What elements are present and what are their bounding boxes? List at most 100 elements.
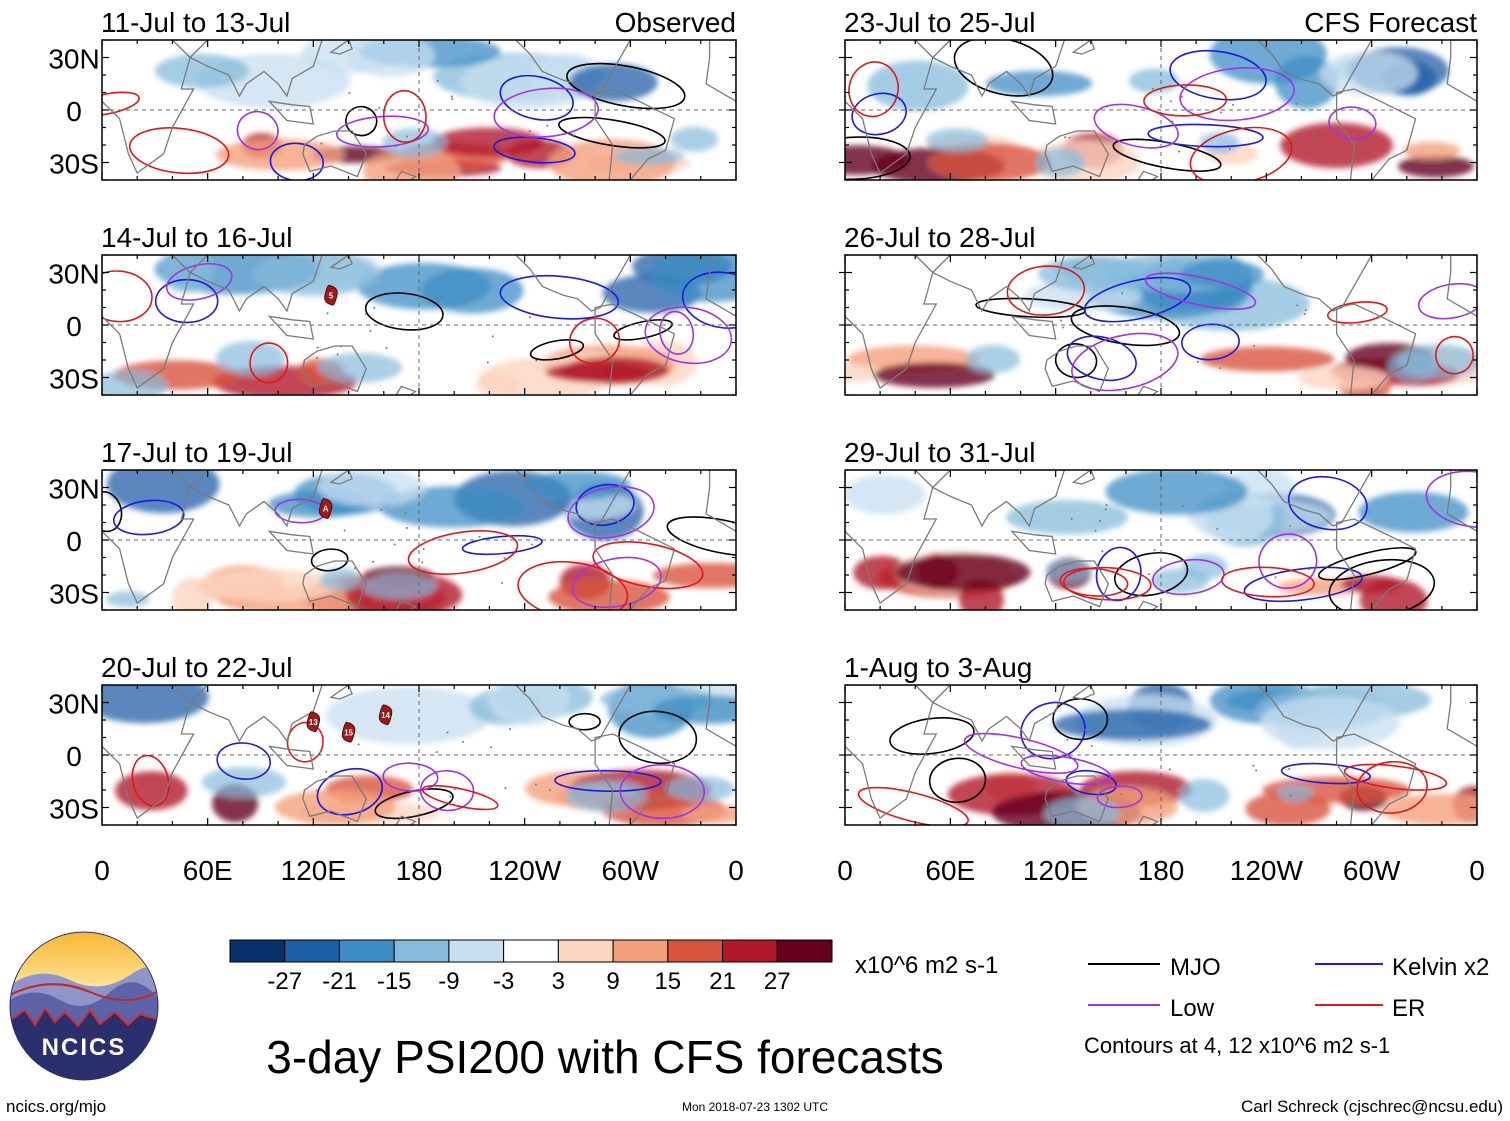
colorbar-swatch [722,939,778,963]
contour-low [1096,785,1143,809]
contour-er [592,541,704,590]
contour-er [128,127,230,175]
map-panel: 5 30N 0 30S 14-Jul to 16-Jul [48,222,737,396]
column-header: Observed [615,7,736,38]
contour-low [1328,106,1377,140]
x-tick-label: 120W [1230,855,1304,886]
contour-er [1327,301,1388,324]
footer-timestamp: Mon 2018-07-23 1302 UTC [682,1100,828,1114]
colorbar-tick-label: 27 [764,968,791,995]
contour-er [1143,84,1228,117]
contour-mjo [1317,547,1417,581]
contour-low [1425,470,1477,529]
x-tick-label: 120E [281,855,346,886]
coastlines [845,470,1477,610]
legend-label-kelvin: Kelvin x2 [1392,954,1489,981]
contour-kelvin-x2 [1181,323,1240,361]
contour-er [568,317,621,365]
contour-mjo [568,712,601,731]
contour-mjo [666,516,736,557]
y-tick-label: 30S [49,794,99,825]
footer-credit: Carl Schreck (cjschrec@ncsu.edu) [1241,1097,1503,1116]
panel-period-label: 17-Jul to 19-Jul [101,437,292,468]
map-panel: 30N 0 30S 11-Jul to 13-Jul Observed [48,7,737,181]
y-tick-label: 30N [48,474,99,505]
contour-kelvin-x2 [216,742,272,780]
storm-label: 14 [381,711,390,720]
coastlines [845,685,1477,825]
contour-mjo [618,710,698,765]
y-tick-label: 30S [49,364,99,395]
x-tick-label: 180 [1138,855,1185,886]
x-tick-label: 0 [94,855,110,886]
contour-er [102,270,153,323]
contour-low [382,762,439,792]
y-tick-label: 30N [48,259,99,290]
panel-period-label: 14-Jul to 16-Jul [101,222,292,253]
storm-marker: 15 [341,721,356,743]
axis-ticks [844,254,1478,396]
contour-kelvin-x2 [461,534,543,556]
storm-marker: 5 [324,284,338,306]
panel-period-label: 23-Jul to 25-Jul [844,7,1035,38]
x-tick-label: 180 [396,855,443,886]
legend-label-low: Low [1170,995,1215,1022]
contour-er [1059,567,1129,597]
colorbar-swatch [557,939,614,963]
contour-kelvin-x2 [1243,566,1363,603]
contour-mjo [1113,552,1189,597]
colorbar-swatch [229,939,286,963]
contour-er [1006,265,1086,316]
contour-lines [102,483,736,610]
storm-marker: 13 [306,711,321,733]
panel-period-label: 1-Aug to 3-Aug [844,652,1032,683]
contour-lines [975,265,1477,392]
x-tick-label: 60W [1343,855,1401,886]
contour-kelvin-x2 [1066,335,1137,382]
contour-mjo [558,116,666,149]
contour-mjo [889,717,975,755]
panel-period-label: 20-Jul to 22-Jul [101,652,292,683]
contour-kelvin-x2 [499,274,620,320]
contour-low [571,556,662,609]
colorbar-swatch [338,939,395,963]
contour-lines [857,697,1448,825]
contour-er [407,530,519,575]
panel-period-label: 29-Jul to 31-Jul [844,437,1035,468]
contour-low [1152,558,1225,596]
axis-ticks [101,39,737,181]
contour-er [517,561,629,610]
axis-ticks [101,254,737,396]
y-tick-label: 30N [48,44,99,75]
coastlines [102,685,736,825]
colorbar-tick-label: 15 [654,968,681,995]
contour-kelvin-x2 [1280,762,1371,785]
contour-er [102,91,140,117]
storm-label: 13 [309,718,318,727]
colorbar-tick-label: -9 [438,968,459,995]
colorbar-units: x10^6 m2 s-1 [855,952,998,979]
contour-kelvin-x2 [1147,123,1264,148]
colorbar-swatch [776,939,833,963]
axis-ticks [844,39,1478,181]
y-tick-label: 30S [49,579,99,610]
contour-low [493,87,599,138]
contour-low [1020,754,1112,786]
x-tick-label: 120W [488,855,562,886]
coastlines [845,255,1477,395]
map-panel: 26-Jul to 28-Jul [839,222,1478,396]
colorbar-tick-label: -3 [493,968,514,995]
contour-er [1434,335,1474,375]
axis-ticks [844,469,1478,611]
contour-mjo [102,491,123,533]
colorbar-tick-label: 3 [552,968,565,995]
y-tick-label: 0 [66,311,82,342]
contour-mjo [310,548,349,572]
contour-er [1189,126,1293,180]
logo-text: NCICS [42,1034,127,1061]
contour-kelvin-x2 [269,142,325,180]
y-tick-label: 0 [66,526,82,557]
psi-shading [845,255,1477,395]
contour-legend: MJO Kelvin x2 Low ER Contours at 4, 12 x… [1084,954,1489,1058]
footer-url[interactable]: ncics.org/mjo [6,1097,106,1116]
